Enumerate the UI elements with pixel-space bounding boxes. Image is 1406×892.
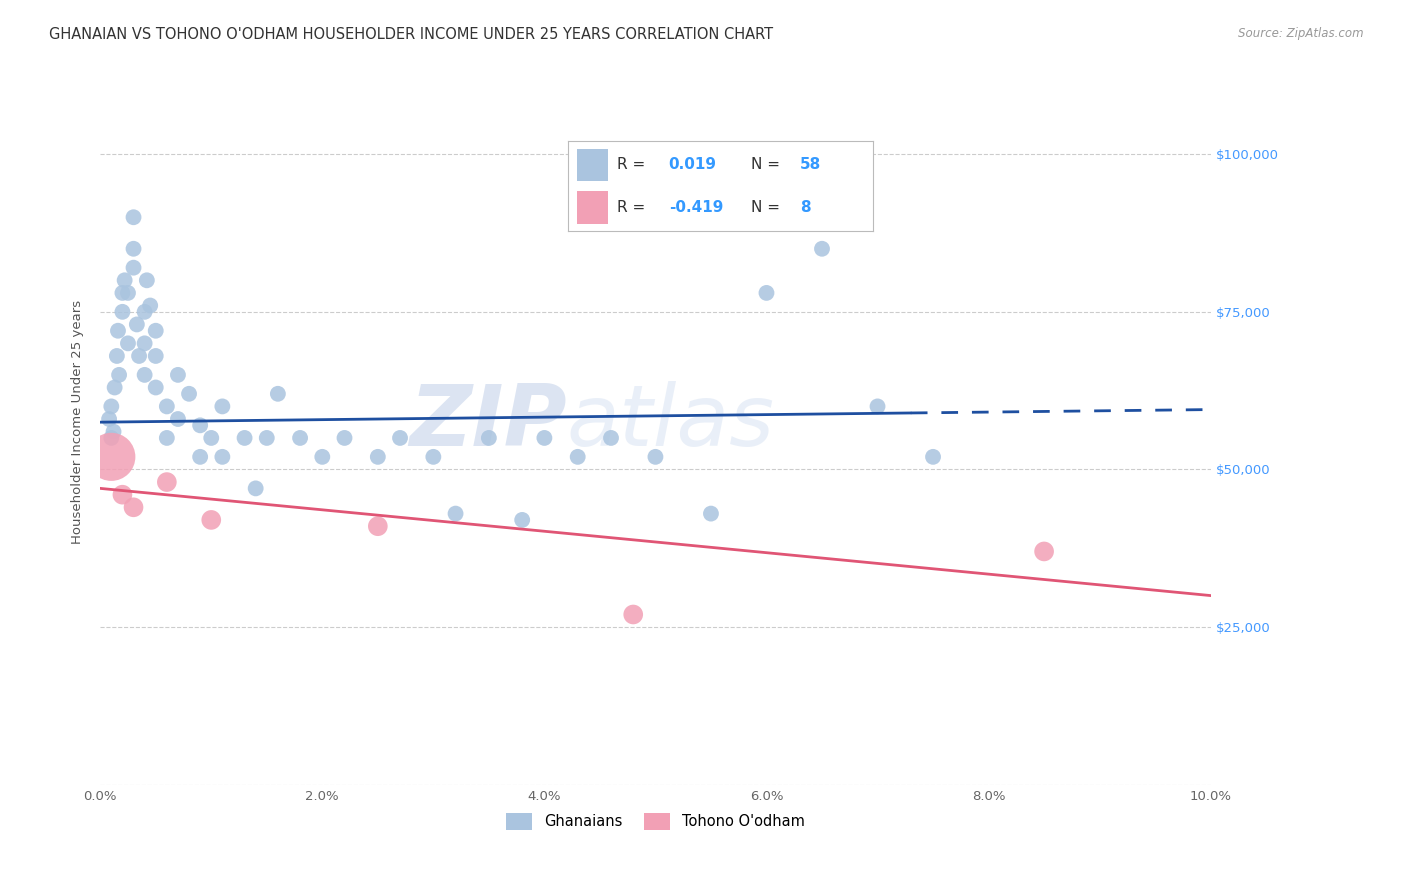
Point bbox=[111, 488, 134, 502]
Text: GHANAIAN VS TOHONO O'ODHAM HOUSEHOLDER INCOME UNDER 25 YEARS CORRELATION CHART: GHANAIAN VS TOHONO O'ODHAM HOUSEHOLDER I… bbox=[49, 27, 773, 42]
Point bbox=[111, 285, 134, 300]
Point bbox=[200, 513, 222, 527]
Point bbox=[122, 211, 145, 225]
Point bbox=[105, 349, 128, 363]
Point bbox=[211, 400, 233, 414]
Point bbox=[311, 450, 333, 464]
Point bbox=[135, 273, 157, 287]
Point bbox=[156, 431, 179, 445]
Point bbox=[122, 500, 145, 515]
Point bbox=[600, 431, 623, 445]
Text: 0.019: 0.019 bbox=[669, 157, 717, 172]
Bar bbox=[578, 192, 607, 224]
Point bbox=[700, 507, 723, 521]
Legend: Ghanaians, Tohono O'odham: Ghanaians, Tohono O'odham bbox=[501, 807, 811, 836]
Point bbox=[108, 368, 131, 382]
Point bbox=[145, 324, 167, 338]
Text: 8: 8 bbox=[800, 200, 810, 215]
Point bbox=[200, 431, 222, 445]
Point bbox=[267, 386, 290, 401]
Point bbox=[533, 431, 555, 445]
Point bbox=[644, 450, 666, 464]
Point bbox=[1033, 544, 1056, 558]
Point bbox=[333, 431, 356, 445]
Point bbox=[139, 299, 162, 313]
Point bbox=[117, 285, 139, 300]
Text: N =: N = bbox=[751, 157, 780, 172]
Point bbox=[167, 368, 190, 382]
Y-axis label: Householder Income Under 25 years: Householder Income Under 25 years bbox=[72, 300, 84, 544]
Point bbox=[125, 318, 148, 332]
Point bbox=[389, 431, 412, 445]
Text: N =: N = bbox=[751, 200, 780, 215]
Point bbox=[233, 431, 256, 445]
Point bbox=[98, 412, 121, 426]
Point bbox=[107, 324, 129, 338]
Text: R =: R = bbox=[617, 157, 645, 172]
Point bbox=[156, 400, 179, 414]
Point bbox=[478, 431, 501, 445]
Point bbox=[177, 386, 200, 401]
Point bbox=[100, 431, 122, 445]
Point bbox=[621, 607, 644, 622]
Text: ZIP: ZIP bbox=[409, 381, 567, 464]
Point bbox=[122, 242, 145, 256]
Point bbox=[188, 418, 211, 433]
Point bbox=[188, 450, 211, 464]
Point bbox=[811, 242, 834, 256]
Point bbox=[100, 450, 122, 464]
Point bbox=[111, 305, 134, 319]
Point bbox=[755, 285, 778, 300]
Text: Source: ZipAtlas.com: Source: ZipAtlas.com bbox=[1239, 27, 1364, 40]
Point bbox=[422, 450, 444, 464]
Point bbox=[100, 400, 122, 414]
Point bbox=[367, 450, 389, 464]
Point bbox=[128, 349, 150, 363]
Point bbox=[134, 336, 156, 351]
Point bbox=[114, 273, 136, 287]
Text: -0.419: -0.419 bbox=[669, 200, 723, 215]
Text: atlas: atlas bbox=[567, 381, 775, 464]
Point bbox=[567, 450, 589, 464]
Point bbox=[134, 368, 156, 382]
Point bbox=[211, 450, 233, 464]
Text: 58: 58 bbox=[800, 157, 821, 172]
Text: R =: R = bbox=[617, 200, 645, 215]
Point bbox=[167, 412, 190, 426]
Point bbox=[256, 431, 278, 445]
Point bbox=[122, 260, 145, 275]
Point bbox=[145, 349, 167, 363]
Point bbox=[245, 482, 267, 496]
Point bbox=[510, 513, 533, 527]
Point bbox=[117, 336, 139, 351]
Point bbox=[866, 400, 889, 414]
Point bbox=[104, 380, 127, 394]
Point bbox=[103, 425, 125, 439]
Point bbox=[367, 519, 389, 533]
Point bbox=[922, 450, 945, 464]
Point bbox=[444, 507, 467, 521]
Bar bbox=[578, 149, 607, 181]
Point bbox=[145, 380, 167, 394]
Point bbox=[156, 475, 179, 489]
Point bbox=[288, 431, 311, 445]
Point bbox=[134, 305, 156, 319]
